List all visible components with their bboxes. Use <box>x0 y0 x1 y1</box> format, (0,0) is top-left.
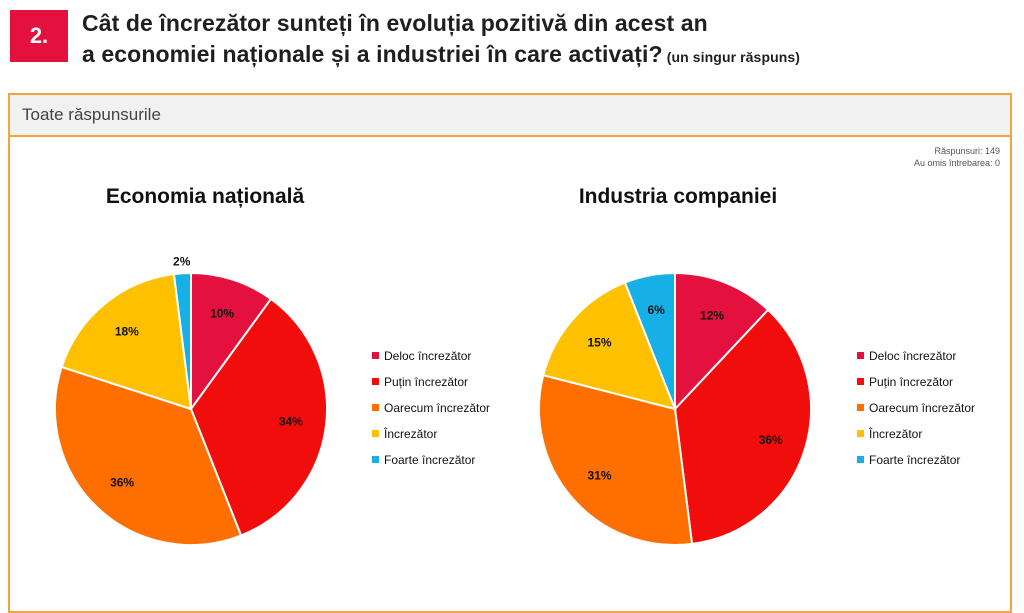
chart-title: Economia națională <box>106 185 305 208</box>
legend-swatch <box>857 378 864 385</box>
legend-label: Puțin încrezător <box>869 375 953 389</box>
legend-swatch <box>372 456 379 463</box>
legend-label: Deloc încrezător <box>869 349 956 363</box>
question-note: (un singur răspuns) <box>666 49 801 65</box>
legend-swatch <box>857 352 864 359</box>
question-title-line2: a economiei naționale și a industriei în… <box>82 41 663 67</box>
legend-label: Deloc încrezător <box>384 349 471 363</box>
skipped-count: Au omis întrebarea: 0 <box>913 158 1000 168</box>
legend-label: Încrezător <box>868 426 922 441</box>
slice-label: 36% <box>110 475 134 489</box>
legend-label: Foarte încrezător <box>384 453 475 467</box>
slice-label: 18% <box>115 324 139 338</box>
pie-slice <box>674 271 770 412</box>
slice-label: 2% <box>173 254 191 268</box>
legend-swatch <box>857 430 864 437</box>
question-number: 2. <box>10 10 68 62</box>
panel-header: Toate răspunsurile <box>10 95 1010 137</box>
slice-label: 15% <box>587 335 611 349</box>
pie-slice <box>673 308 812 546</box>
pie-slice <box>542 281 677 411</box>
legend-swatch <box>857 404 864 411</box>
slice-label: 12% <box>700 308 724 322</box>
pie-chart-1: Economia națională 10% 34% 36% 18% 2% Deloc în… <box>54 185 490 546</box>
pie-chart-2: Industria companiei 12% 36% 31% 15% 6% Deloc î… <box>538 185 975 546</box>
slice-label: 10% <box>210 306 234 320</box>
pie-slice <box>54 365 243 546</box>
slice-label: 31% <box>587 469 611 483</box>
panel-header-label: Toate răspunsurile <box>22 105 161 124</box>
question-title-line1: Cât de încrezător sunteți în evoluția po… <box>82 10 708 36</box>
legend-swatch <box>372 352 379 359</box>
slice-label: 36% <box>759 433 783 447</box>
pie-slice <box>60 272 193 411</box>
legend-label: Oarecum încrezător <box>384 401 490 415</box>
response-stats: Răspunsuri: 149 Au omis întrebarea: 0 <box>914 145 1000 169</box>
responses-count: Răspunsuri: 149 <box>934 146 1000 156</box>
pie-slice <box>190 271 273 413</box>
question-title-line2-row: a economiei naționale și a industriei în… <box>82 39 800 73</box>
slice-label: 6% <box>647 303 665 317</box>
legend-label: Încrezător <box>383 426 437 441</box>
legend-label: Foarte încrezător <box>869 453 960 467</box>
legend-label: Puțin încrezător <box>384 375 468 389</box>
pie-slice <box>538 373 694 546</box>
slice-label: 34% <box>279 415 303 429</box>
legend-swatch <box>372 404 379 411</box>
pie-slice <box>189 297 328 537</box>
pie-slice <box>623 271 676 410</box>
pie-slice <box>172 271 192 410</box>
legend-swatch <box>857 456 864 463</box>
chart-title: Industria companiei <box>579 185 777 208</box>
legend-swatch <box>372 378 379 385</box>
legend-label: Oarecum încrezător <box>869 401 975 415</box>
legend-swatch <box>372 430 379 437</box>
question-title: Cât de încrezător sunteți în evoluția po… <box>82 8 800 73</box>
